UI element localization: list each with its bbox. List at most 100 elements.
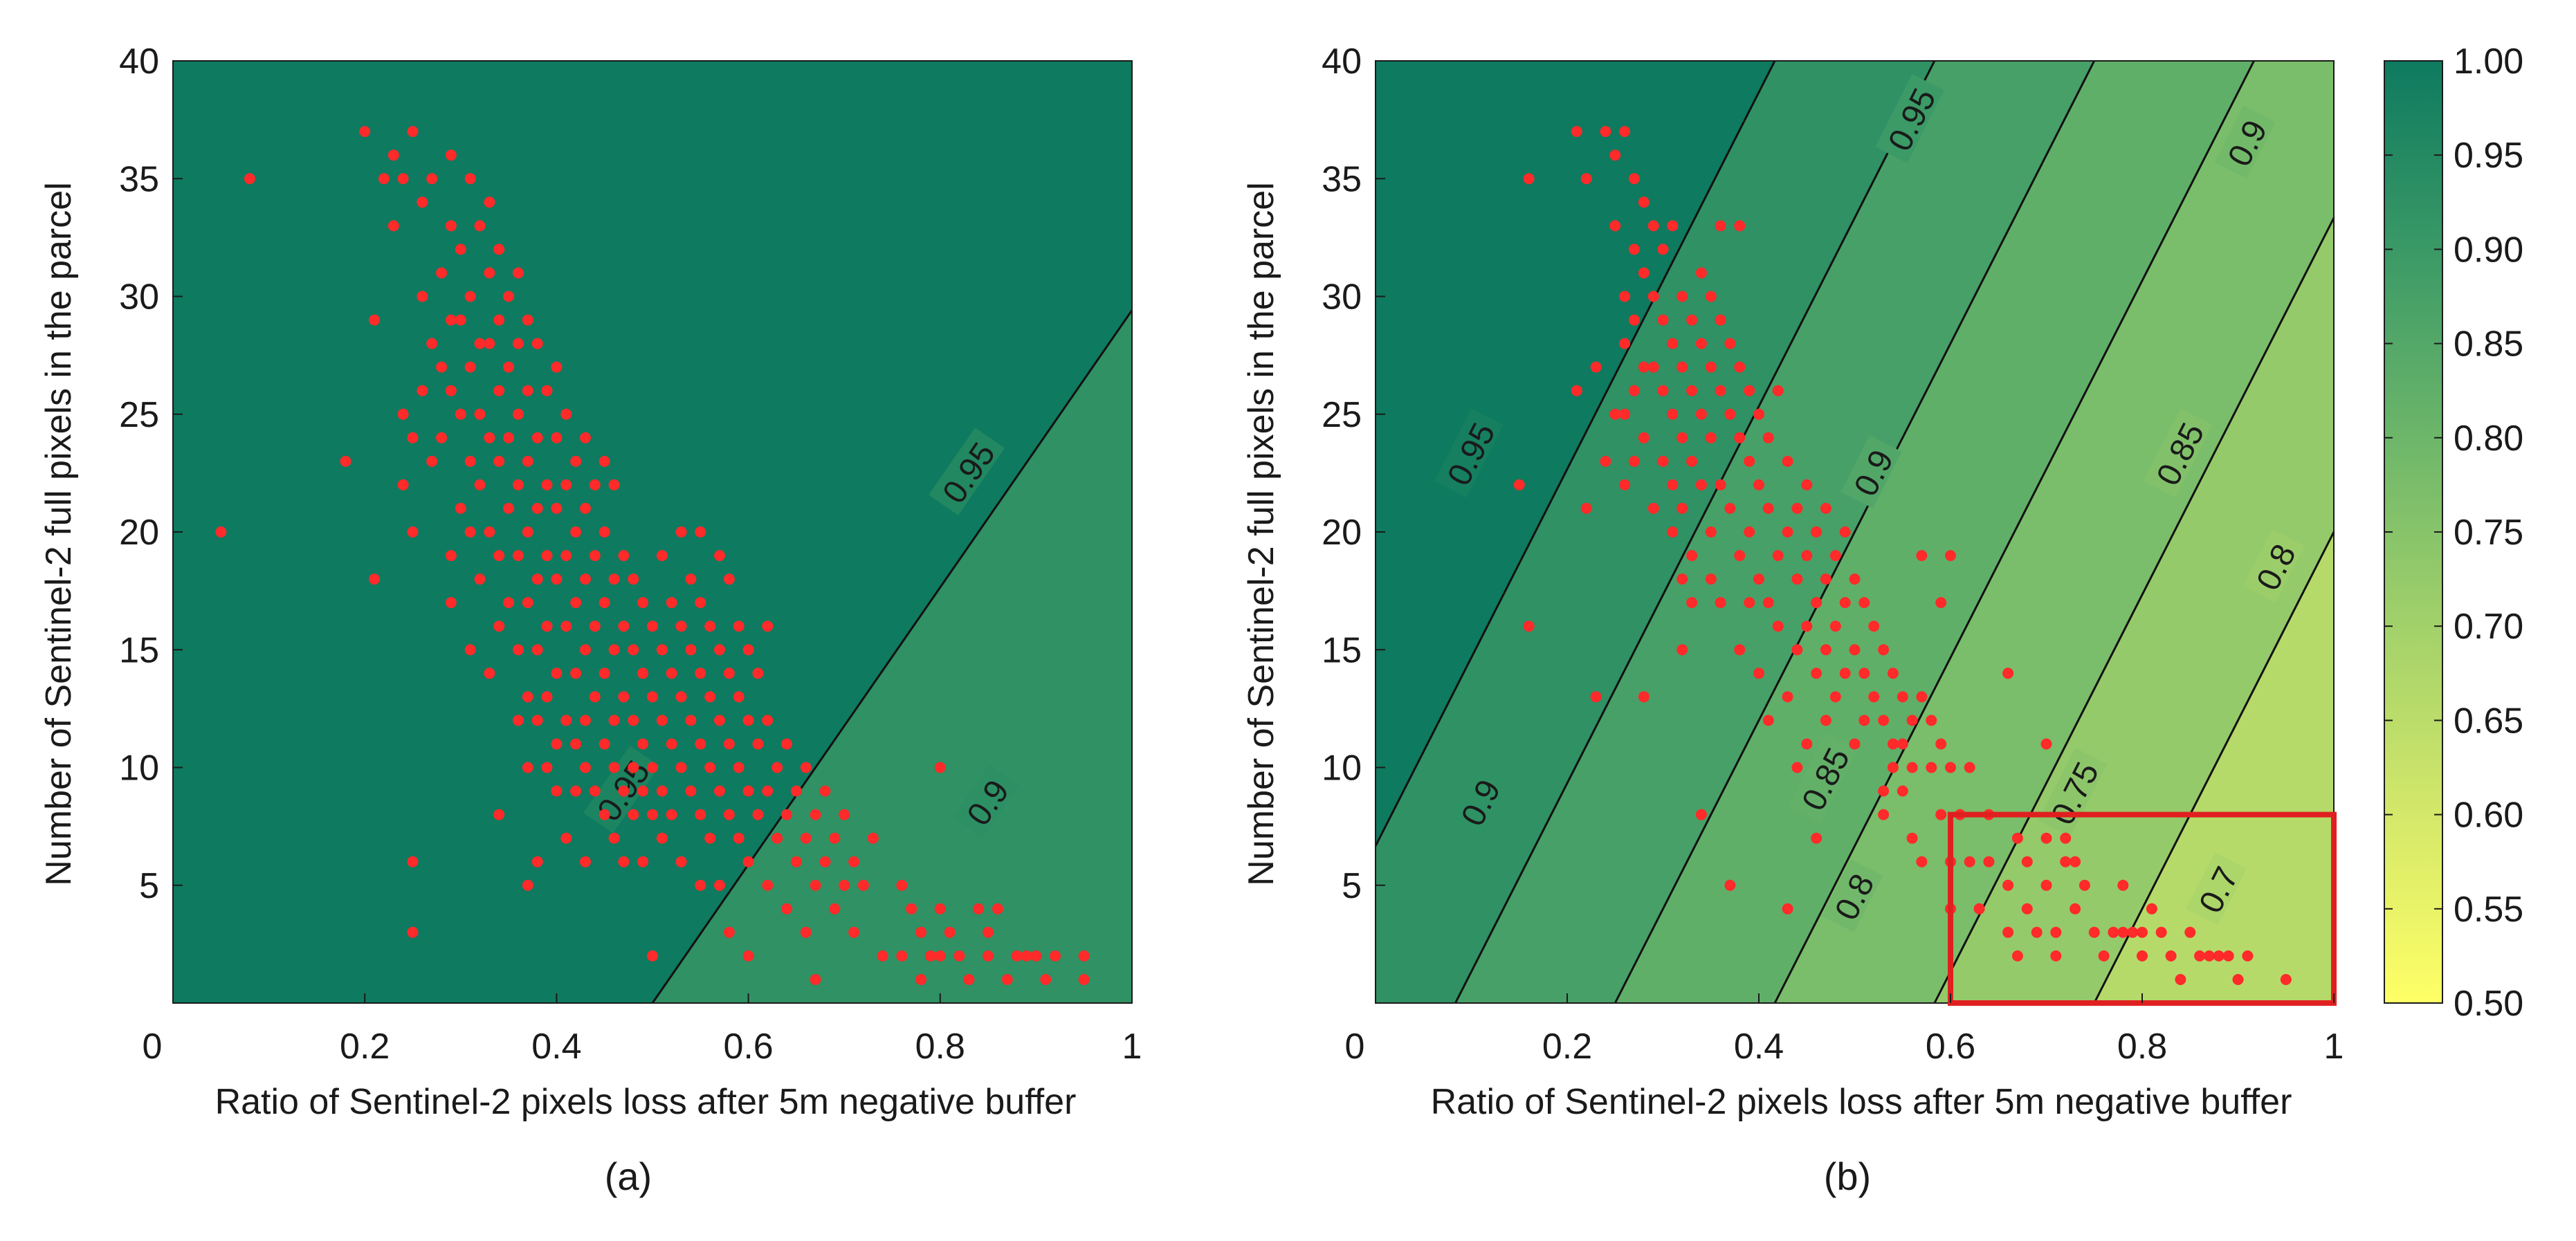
- panel-b-scatter-point: [1887, 668, 1899, 679]
- panel-a-scatter-point: [436, 432, 448, 443]
- panel-b-scatter-point: [1695, 338, 1707, 349]
- panel-a-scatter-point: [963, 974, 975, 985]
- panel-b-scatter-point: [1762, 715, 1774, 726]
- panel-b-scatter-point: [1935, 809, 1947, 820]
- panel-a-scatter-point: [244, 173, 255, 185]
- panel-a-scatter-point: [608, 715, 620, 726]
- panel-a-scatter-point: [733, 832, 745, 844]
- panel-a-x-tick-label: 0: [143, 1027, 163, 1067]
- panel-a-scatter-point: [839, 879, 850, 891]
- panel-a-scatter-point: [1021, 950, 1032, 962]
- panel-a-scatter-point: [464, 173, 476, 185]
- panel-b-scatter-point: [1590, 361, 1602, 373]
- panel-a-scatter-point: [503, 432, 515, 443]
- panel-a-scatter-point: [733, 762, 745, 773]
- panel-a-scatter-point: [513, 338, 524, 349]
- panel-b-scatter-point: [1744, 526, 1755, 537]
- panel-a-scatter-point: [397, 173, 409, 185]
- panel-a-scatter-point: [983, 926, 994, 938]
- panel-a-scatter-point: [503, 597, 515, 609]
- panel-b-contour-lines: [1374, 60, 2335, 1004]
- panel-a-scatter-point: [714, 550, 725, 562]
- panel-a-scatter-point: [464, 291, 476, 302]
- panel-b-x-tick-label: 0.6: [1926, 1027, 1975, 1067]
- panel-b-contour-label-bg: [2214, 105, 2276, 179]
- colorbar-tick-label: 0.85: [2454, 324, 2523, 365]
- panel-b-scatter-point: [1647, 361, 1659, 373]
- panel-b-scatter-point: [1667, 479, 1679, 490]
- panel-a-scatter-point: [714, 715, 725, 726]
- panel-b-y-tick-label: 30: [1322, 277, 1362, 318]
- panel-b-y-tick-label: 15: [1322, 630, 1362, 670]
- panel-a-scatter-point: [685, 715, 697, 726]
- panel-b-scatter-point: [2127, 926, 2139, 938]
- panel-b-scatter-point: [1734, 432, 1746, 443]
- panel-a-scatter-point: [685, 573, 697, 585]
- panel-b-scatter-point: [1695, 408, 1707, 420]
- panel-b-scatter-point: [1983, 856, 1995, 867]
- panel-a-scatter-point: [647, 762, 658, 773]
- panel-b-scatter-point: [1715, 314, 1726, 326]
- panel-b-scatter-point: [1772, 620, 1784, 632]
- panel-a-scatter-point: [1078, 950, 1090, 962]
- panel-b-scatter-point: [2060, 832, 2072, 844]
- panel-a-scatter-point: [867, 832, 879, 844]
- panel-b-scatter-point: [1600, 126, 1611, 138]
- panel-b-scatter-point: [1715, 479, 1726, 490]
- panel-a-filled-contours: [172, 60, 1133, 1004]
- panel-b-scatter-point: [1839, 526, 1851, 537]
- panel-a-y-tick-label: 35: [119, 159, 159, 199]
- panel-b-scatter-point: [1695, 479, 1707, 490]
- panel-a-scatter-point: [484, 668, 495, 679]
- panel-b-contour-line: [2093, 531, 2335, 1004]
- panel-b-x-tick-label: 0.4: [1734, 1027, 1784, 1067]
- panel-a-scatter-point: [397, 408, 409, 420]
- panel-a-scatter-point: [647, 950, 658, 962]
- panel-a-scatter-point: [580, 644, 591, 656]
- panel-a-scatter-point: [762, 785, 774, 797]
- panel-a-scatter-point: [455, 243, 466, 255]
- panel-a-scatter-point: [560, 620, 572, 632]
- panel-b-scatter-point: [2280, 974, 2292, 985]
- panel-a-scatter-point: [474, 220, 486, 232]
- panel-b-scatter-point: [1734, 550, 1746, 562]
- panel-a-scatter-point: [695, 668, 706, 679]
- panel-b-scatter-point: [1973, 903, 1985, 914]
- panel-b-scatter-point: [1590, 691, 1602, 703]
- panel-a-scatter-point: [810, 809, 821, 820]
- panel-a-contour-line: [651, 309, 1133, 1004]
- panel-a-scatter-point: [215, 526, 227, 537]
- panel-b-x-tick-label: 0.8: [2117, 1027, 2167, 1067]
- panel-b-scatter-point: [1638, 432, 1650, 443]
- panel-a-scatter-point: [445, 550, 457, 562]
- panel-a-scatter-point: [599, 668, 610, 679]
- panel-a-scatter-point: [531, 338, 543, 349]
- panel-b-scatter-point: [2117, 926, 2129, 938]
- panel-a-scatter-point: [599, 597, 610, 609]
- panel-a-scatter-point: [877, 950, 888, 962]
- panel-b-scatter-point: [1715, 220, 1726, 232]
- panel-a-scatter-point: [531, 644, 543, 656]
- panel-a-scatter-point: [531, 502, 543, 514]
- panel-a-scatter-point: [474, 338, 486, 349]
- panel-b-scatter-point: [2175, 974, 2186, 985]
- panel-a-scatter-point: [675, 856, 687, 867]
- panel-a-x-axis-label: Ratio of Sentinel-2 pixels loss after 5m…: [215, 1082, 1077, 1122]
- panel-a-scatter-point: [992, 903, 1003, 914]
- panel-a-scatter-point: [493, 455, 505, 467]
- panel-a-scatter-point: [417, 291, 428, 302]
- panel-a-scatter-point: [522, 879, 533, 891]
- panel-a-scatter-point: [513, 715, 524, 726]
- panel-a-scatter-point: [656, 785, 668, 797]
- panel-a-scatter-point: [599, 738, 610, 750]
- panel-b-scatter-point: [1628, 314, 1640, 326]
- panel-a-y-tick-label: 10: [119, 748, 159, 789]
- panel-b-scatter-point: [2165, 950, 2177, 962]
- panel-a-scatter-point: [493, 243, 505, 255]
- panel-b-scatter-point: [1647, 502, 1659, 514]
- panel-b-contour-label-bg: [1434, 408, 1504, 498]
- panel-b-scatter-point: [1715, 597, 1726, 609]
- panel-b-scatter-point: [2021, 903, 2033, 914]
- panel-a-scatter-point: [628, 644, 639, 656]
- panel-b-scatter-point: [1811, 832, 1823, 844]
